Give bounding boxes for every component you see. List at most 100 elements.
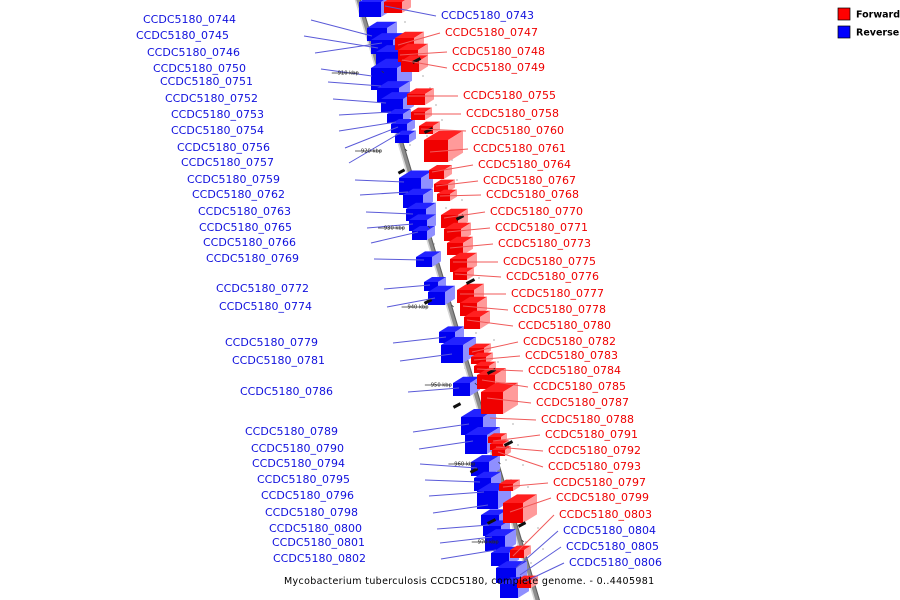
label-leader-line — [435, 180, 479, 187]
forward-gene-block — [481, 382, 518, 414]
gene-label[interactable]: CCDC5180_0805 — [566, 540, 659, 553]
gene-label[interactable]: CCDC5180_0769 — [206, 252, 299, 265]
gene-label[interactable]: CCDC5180_0751 — [160, 75, 253, 88]
gene-label[interactable]: CCDC5180_0762 — [192, 188, 285, 201]
gene-label[interactable]: CCDC5180_0745 — [136, 29, 229, 42]
gene-label[interactable]: CCDC5180_0770 — [490, 205, 583, 218]
label-leader-line — [512, 514, 555, 557]
gene-label[interactable]: CCDC5180_0788 — [541, 413, 634, 426]
gene-label[interactable]: CCDC5180_0771 — [495, 221, 588, 234]
gene-label[interactable]: CCDC5180_0784 — [528, 364, 621, 377]
gene-label[interactable]: CCDC5180_0782 — [523, 335, 616, 348]
gene-label[interactable]: CCDC5180_0786 — [240, 385, 333, 398]
gene-label[interactable]: CCDC5180_0760 — [471, 124, 564, 137]
gene-label[interactable]: CCDC5180_0768 — [486, 188, 579, 201]
reverse-gene-block — [416, 251, 441, 267]
gene-label[interactable]: CCDC5180_0792 — [548, 444, 641, 457]
gene-label[interactable]: CCDC5180_0793 — [548, 460, 641, 473]
gene-label[interactable]: CCDC5180_0797 — [553, 476, 646, 489]
gene-label[interactable]: CCDC5180_0747 — [445, 26, 538, 39]
gene-label[interactable]: CCDC5180_0753 — [171, 108, 264, 121]
label-leader-line — [431, 164, 474, 173]
gene-label[interactable]: CCDC5180_0777 — [511, 287, 604, 300]
forward-gene-block — [424, 130, 463, 162]
gene-label[interactable]: CCDC5180_0795 — [257, 473, 350, 486]
gene-label[interactable]: CCDC5180_0800 — [269, 522, 362, 535]
gene-label[interactable]: CCDC5180_0749 — [452, 61, 545, 74]
gene-label[interactable]: CCDC5180_0773 — [498, 237, 591, 250]
gene-label[interactable]: CCDC5180_0764 — [478, 158, 571, 171]
gene-label[interactable]: CCDC5180_0803 — [559, 508, 652, 521]
gene-label[interactable]: CCDC5180_0744 — [143, 13, 236, 26]
gene-label[interactable]: CCDC5180_0750 — [153, 62, 246, 75]
tick-dot — [404, 21, 406, 23]
gene-label[interactable]: CCDC5180_0758 — [466, 107, 559, 120]
gene-label[interactable]: CCDC5180_0756 — [177, 141, 270, 154]
gene-label[interactable]: CCDC5180_0799 — [556, 491, 649, 504]
forward-gene-block — [434, 179, 455, 192]
reverse-gene-block — [485, 529, 516, 551]
gene-label[interactable]: CCDC5180_0774 — [219, 300, 312, 313]
reverse-gene-block — [395, 130, 416, 143]
label-leader-line — [502, 482, 549, 488]
tick-dot — [537, 527, 539, 529]
label-leader-line — [314, 42, 383, 54]
label-leader-line — [407, 387, 460, 393]
gene-label[interactable]: CCDC5180_0779 — [225, 336, 318, 349]
label-leader-line — [338, 111, 392, 116]
tick-dot — [512, 423, 514, 425]
forward-gene-block — [503, 494, 537, 523]
gene-label[interactable]: CCDC5180_0796 — [261, 489, 354, 502]
gene-label[interactable]: CCDC5180_0755 — [463, 89, 556, 102]
gene-label[interactable]: CCDC5180_0763 — [198, 205, 291, 218]
gene-label[interactable]: CCDC5180_0752 — [165, 92, 258, 105]
tick-dot — [493, 339, 495, 341]
axis-tick-line — [404, 148, 408, 152]
gene-label[interactable]: CCDC5180_0772 — [216, 282, 309, 295]
label-leader-line — [446, 227, 491, 233]
gene-label[interactable]: CCDC5180_0757 — [181, 156, 274, 169]
gene-label[interactable]: CCDC5180_0754 — [171, 124, 264, 137]
axis-tick-label: 940 kbp — [407, 305, 429, 311]
label-leader-line — [497, 451, 544, 468]
gene-label[interactable]: CCDC5180_0743 — [441, 9, 534, 22]
gene-label[interactable]: CCDC5180_0781 — [232, 354, 325, 367]
gene-label[interactable]: CCDC5180_0776 — [506, 270, 599, 283]
gene-label[interactable]: CCDC5180_0761 — [473, 142, 566, 155]
tick-dot — [422, 75, 424, 77]
gene-label[interactable]: CCDC5180_0780 — [518, 319, 611, 332]
gene-label[interactable]: CCDC5180_0801 — [272, 536, 365, 549]
gene-label[interactable]: CCDC5180_0748 — [452, 45, 545, 58]
gene-label[interactable]: CCDC5180_0785 — [533, 380, 626, 393]
gene-label[interactable]: CCDC5180_0789 — [245, 425, 338, 438]
tick-dot — [478, 277, 480, 279]
gene-label[interactable]: CCDC5180_0798 — [265, 506, 358, 519]
gene-label[interactable]: CCDC5180_0767 — [483, 174, 576, 187]
gene-tick-mark — [469, 467, 479, 474]
gene-label[interactable]: CCDC5180_0778 — [513, 303, 606, 316]
gene-label[interactable]: CCDC5180_0783 — [525, 349, 618, 362]
gene-label[interactable]: CCDC5180_0787 — [536, 396, 629, 409]
gene-label[interactable]: CCDC5180_0804 — [563, 524, 656, 537]
label-leader-line — [354, 179, 405, 183]
gene-label[interactable]: CCDC5180_0746 — [147, 46, 240, 59]
legend-forward-label: Forward — [856, 10, 900, 21]
gene-tick-mark — [486, 518, 497, 525]
gene-tick-mark — [397, 168, 406, 175]
gene-label[interactable]: CCDC5180_0806 — [569, 556, 662, 569]
tick-dot — [505, 459, 507, 461]
axis-tick-label: 970 kbp — [478, 540, 500, 546]
gene-label[interactable]: CCDC5180_0765 — [199, 221, 292, 234]
gene-label[interactable]: CCDC5180_0791 — [545, 428, 638, 441]
label-leader-line — [419, 463, 478, 469]
label-leader-line — [471, 341, 519, 353]
gene-label[interactable]: CCDC5180_0759 — [187, 173, 280, 186]
genome-caption: Mycobacterium tuberculosis CCDC5180, com… — [284, 576, 655, 587]
gene-label[interactable]: CCDC5180_0775 — [503, 255, 596, 268]
label-leader-line — [397, 32, 441, 46]
gene-label[interactable]: CCDC5180_0790 — [251, 442, 344, 455]
label-leader-line — [486, 397, 532, 404]
gene-label[interactable]: CCDC5180_0766 — [203, 236, 296, 249]
gene-label[interactable]: CCDC5180_0794 — [252, 457, 345, 470]
gene-label[interactable]: CCDC5180_0802 — [273, 552, 366, 565]
